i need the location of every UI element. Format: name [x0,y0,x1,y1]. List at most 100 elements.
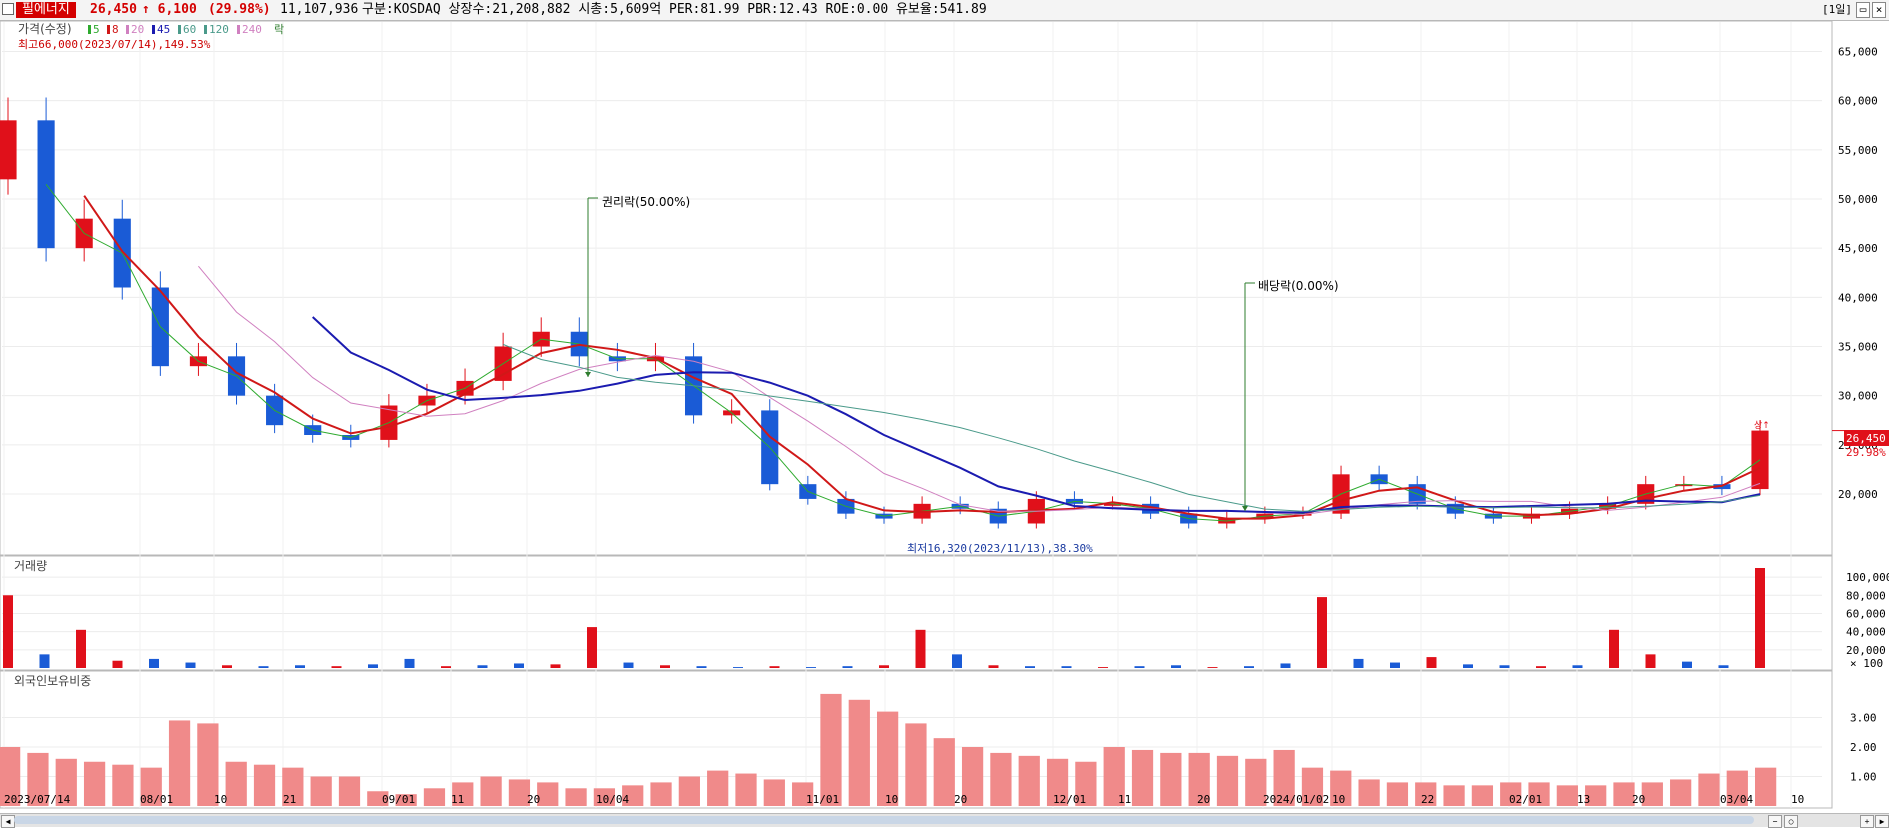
x-axis-label: 20 [1632,793,1645,806]
legend-ma-label: 8 [112,23,119,36]
chart-marks [0,97,1844,806]
foreign-bar [820,693,842,806]
foreign-bar [877,711,899,806]
x-axis-label: 2023/07/14 [4,793,71,806]
x-axis-label: 11 [451,793,464,806]
foreign-bar [1160,752,1182,806]
volume-bar [733,667,743,668]
foreign-axis-label: 1.00 [1850,771,1877,784]
volume-bar [1280,663,1291,668]
foreign-bar [253,764,276,806]
candle-body [1675,484,1693,487]
price-axis-label: 30,000 [1838,390,1878,403]
price-axis-label: 55,000 [1838,144,1878,157]
x-axis-label: 12/01 [1053,793,1086,806]
foreign-bar [225,761,247,806]
foreign-bar [622,785,644,806]
x-axis-label: 13 [1577,793,1590,806]
x-axis-label: 21 [283,793,296,806]
volume-bar [222,665,232,668]
foreign-axis-label: 2.00 [1850,741,1877,754]
volume-bar [550,664,561,668]
low-note: 최저16,320(2023/11/13),38.30% [907,542,1093,555]
volume-bar [1390,662,1400,668]
foreign-bar [480,776,502,806]
foreign-bar [1273,749,1295,806]
stock-name[interactable]: 필에너지 [16,2,76,18]
legend-extra-label: 락 [274,23,284,36]
foreign-bar [792,782,814,806]
chart-labels: 65,000 60,000 55,000 50,000 45,000 40,000 35,0… [4,23,1889,806]
foreign-bar [565,788,587,806]
foreign-bar [423,788,446,806]
x-axis-label: 10 [885,793,898,806]
volume-axis-label: 40,000 [1846,626,1886,639]
x-axis-label: 10/04 [596,793,629,806]
event-marker-arrow [585,372,591,377]
volume-bar [915,629,926,668]
checkbox-icon[interactable] [2,3,14,15]
scroll-right-button[interactable]: ▶ [1875,815,1889,828]
last-pct-label: 29.98% [1846,446,1886,459]
x-axis-label: 20 [527,793,540,806]
volume-bar [368,664,378,668]
volume-bar [1317,597,1327,668]
volume-bar [1463,664,1473,668]
zoom-in-button[interactable]: + [1860,815,1874,828]
event-marker-arrow [1242,506,1248,511]
foreign-bar [707,770,729,806]
legend-swatch [204,25,207,34]
foreign-bar [1245,758,1267,806]
candle-body [1103,503,1122,506]
price-axis-label: 20,000 [1838,488,1878,501]
x-axis-label: 11/01 [806,793,839,806]
last-price-box [1844,430,1889,446]
volume-value: 11,107,936 [280,2,359,17]
volume-panel-title: 거래량 [14,559,47,573]
price-axis-label: 40,000 [1838,291,1878,304]
volume-bar [696,666,707,668]
ma120-line [502,343,1761,512]
volume-bar [1244,666,1254,668]
close-button[interactable]: × [1872,2,1886,18]
foreign-bar [990,752,1012,806]
scroll-thumb[interactable] [14,816,1754,824]
foreign-bar [1726,770,1748,806]
ma60-line [312,316,1761,514]
foreign-bar [1471,785,1494,806]
restore-button[interactable]: ▭ [1856,2,1870,18]
volume-bar [660,665,670,668]
legend-swatch [237,25,240,34]
foreign-bar [1216,755,1239,806]
price-axis-label: 65,000 [1838,46,1878,59]
period-selector[interactable]: [1일] [1822,3,1852,16]
x-axis-label: 22 [1421,793,1434,806]
foreign-bar [961,747,984,806]
foreign-bar [1018,755,1040,806]
volume-bar [769,666,780,668]
foreign-bar [735,773,757,806]
horizontal-scrollbar[interactable]: ◀ − ○ + ▶ [0,813,1889,828]
legend-ma-label: 240 [242,23,262,36]
scroll-left-button[interactable]: ◀ [1,815,15,828]
volume-bar [1755,568,1765,668]
foreign-bar [650,782,672,806]
volume-bar [149,658,159,668]
zoom-out-button[interactable]: − [1768,815,1782,828]
x-axis-label: 10 [1332,793,1345,806]
volume-bar [1134,666,1145,668]
foreign-bar [1330,770,1352,806]
event-label-dividend: 배당락(0.00%) [1258,279,1339,293]
legend-ma-label: 45 [157,23,170,36]
zoom-slider[interactable]: ○ [1784,815,1798,828]
price-axis-label: 45,000 [1838,242,1878,255]
foreign-bar [1698,773,1720,806]
volume-bar [879,665,889,668]
foreign-bar [1500,782,1522,806]
foreign-bar [1556,785,1578,806]
legend-ma-label: 20 [131,23,144,36]
x-axis-label: 2024/01/02 [1263,793,1329,806]
volume-bar [1536,666,1546,668]
volume-bar [3,595,13,668]
